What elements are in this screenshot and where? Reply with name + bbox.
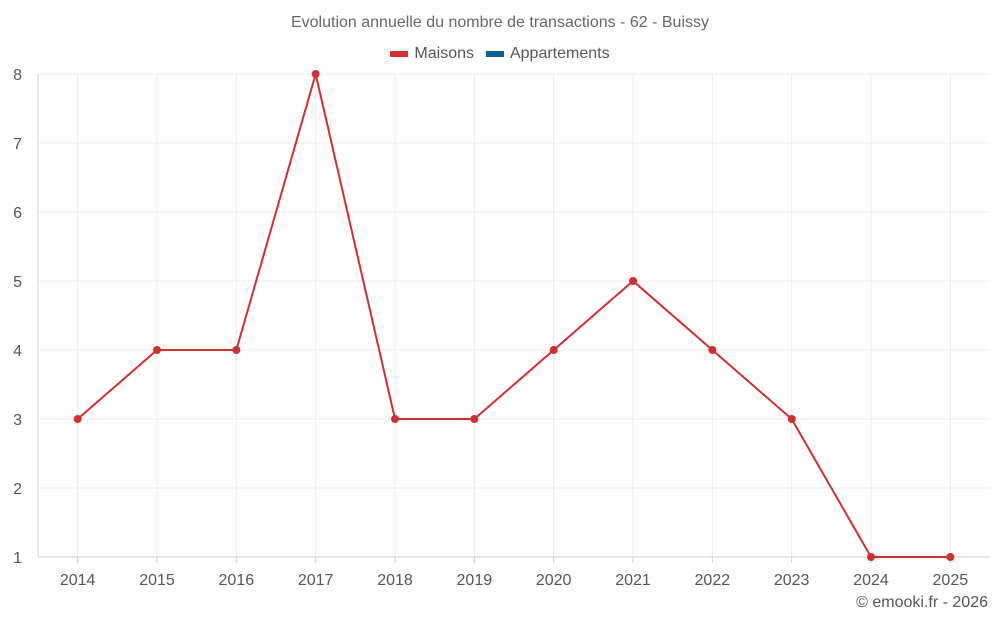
chart-legend: Maisons Appartements	[0, 45, 1000, 63]
chart-title: Evolution annuelle du nombre de transact…	[290, 14, 709, 31]
data-point-2014	[73, 415, 82, 423]
data-point-2023	[787, 415, 796, 423]
x-tick-label-2019: 2019	[457, 572, 493, 589]
y-tick-label-5: 5	[13, 274, 22, 291]
data-point-2015	[153, 346, 161, 354]
credit-text: © emooki.fr - 2026	[856, 594, 988, 611]
x-tick-label-2022: 2022	[695, 572, 731, 589]
y-tick-label-2: 2	[13, 481, 22, 498]
legend-swatch-appartements	[485, 51, 504, 57]
x-axis-ticks: 2014 2015 2016 2017 2018 2019 2020 2021 2022 2023…	[60, 572, 968, 589]
legend-label-appartements: Appartements	[509, 45, 610, 62]
legend-swatch-maisons	[390, 51, 409, 57]
data-point-2020	[549, 346, 558, 354]
x-tick-label-2023: 2023	[774, 572, 810, 589]
x-tick-label-2024: 2024	[853, 572, 889, 589]
series-line-maisons	[77, 73, 951, 558]
x-tick-label-2021: 2021	[615, 572, 651, 589]
data-point-2017	[311, 70, 320, 78]
y-tick-label-3: 3	[13, 412, 22, 429]
y-tick-label-1: 1	[13, 550, 22, 567]
legend-item-maisons[interactable]: Maisons	[390, 45, 474, 63]
x-tick-label-2025: 2025	[933, 572, 969, 589]
y-tick-label-8: 8	[13, 67, 22, 84]
data-point-2024	[867, 553, 875, 561]
data-point-2019	[470, 415, 479, 423]
data-point-2021	[629, 277, 637, 285]
x-tick-label-2018: 2018	[377, 572, 413, 589]
legend-item-appartements[interactable]: Appartements	[485, 45, 610, 63]
data-point-2025	[946, 553, 955, 561]
x-tick-label-2017: 2017	[298, 572, 334, 589]
y-tick-label-4: 4	[13, 343, 22, 360]
x-tick-label-2015: 2015	[139, 572, 175, 589]
x-tick-label-2020: 2020	[536, 572, 572, 589]
data-point-2016	[232, 346, 241, 354]
y-tick-label-6: 6	[13, 205, 22, 222]
y-axis-ticks: 1 2 3 4 5 6 7 8	[13, 67, 22, 567]
x-tick-label-2016: 2016	[219, 572, 255, 589]
data-point-2018	[391, 415, 399, 423]
legend-label-maisons: Maisons	[414, 45, 474, 62]
y-tick-label-7: 7	[13, 136, 22, 153]
chart-axes	[37, 74, 990, 563]
chart-series	[73, 70, 955, 561]
data-point-2022	[708, 346, 717, 354]
x-tick-label-2014: 2014	[60, 572, 96, 589]
chart-grid	[38, 73, 990, 557]
